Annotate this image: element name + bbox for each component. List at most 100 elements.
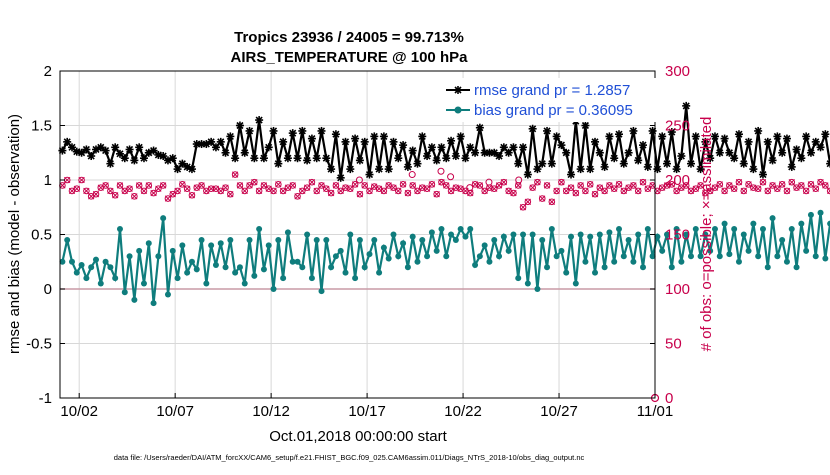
bias-point — [419, 236, 426, 243]
obs-possible-point — [447, 187, 455, 195]
bias-point — [126, 253, 133, 260]
obs-possible-point — [140, 187, 148, 195]
bias-point — [548, 226, 555, 233]
bias-point — [208, 242, 215, 249]
legend-marker-bias-dot — [454, 106, 462, 114]
rmse-point — [260, 154, 268, 162]
obs-possible-point — [409, 182, 416, 189]
bias-point — [793, 264, 800, 271]
bias-point — [635, 231, 642, 238]
rmse-point — [788, 163, 796, 171]
rmse-point — [711, 132, 719, 140]
rmse-point — [721, 135, 729, 143]
obs-possible-point — [289, 182, 297, 189]
obs-possible-point — [236, 182, 244, 189]
bias-series — [59, 209, 830, 307]
rmse-point — [178, 160, 186, 168]
obs-assimilated-point — [783, 187, 791, 195]
y-tick-label: 0.5 — [31, 227, 52, 244]
rmse-point — [351, 135, 359, 143]
obs-possible-point — [802, 187, 810, 195]
obs-possible-point — [323, 185, 330, 193]
bias-point — [817, 209, 824, 216]
bias-point — [438, 226, 445, 233]
bias-point — [659, 247, 666, 254]
rmse-point — [385, 165, 393, 173]
obs-assimilated-point — [323, 185, 330, 192]
bias-point — [294, 258, 301, 265]
bias-point — [496, 253, 503, 260]
rmse-point — [63, 138, 71, 146]
bias-point — [265, 242, 272, 249]
obs-possible-point — [740, 187, 748, 195]
obs-possible-point — [92, 190, 100, 198]
obs-possible-point — [332, 182, 340, 189]
rmse-point — [375, 165, 383, 173]
bias-point — [361, 264, 368, 271]
obs-possible-point — [663, 182, 671, 189]
obs-assimilated-point — [371, 183, 378, 190]
bias-point — [711, 226, 718, 233]
y-tick-label: -0.5 — [26, 336, 52, 353]
bias-point — [476, 253, 483, 260]
rmse-point — [241, 149, 249, 157]
bias-point — [630, 258, 637, 265]
obs-possible-point — [591, 190, 599, 198]
rmse-point — [221, 149, 230, 157]
bias-point — [678, 258, 685, 265]
obs-possible-point — [83, 187, 90, 195]
obs-possible-point — [111, 191, 119, 199]
bias-point — [769, 215, 776, 222]
rmse-point — [754, 127, 762, 135]
obs-possible-point — [682, 182, 690, 189]
obs-possible-point — [227, 190, 234, 198]
obs-assimilated-point — [750, 184, 757, 191]
bias-point — [318, 288, 325, 295]
chart-title: Tropics 23936 / 24005 = 99.713% — [234, 29, 464, 46]
rmse-point — [428, 143, 436, 151]
bias-point — [620, 253, 627, 260]
obs-assimilated-point — [433, 191, 440, 198]
legend-label-rmse: rmse grand pr = 1.2857 — [474, 82, 630, 99]
obs-assimilated-point — [356, 191, 364, 198]
y-tick-label: 2 — [44, 63, 52, 80]
obs-possible-point — [380, 187, 388, 195]
rmse-point — [346, 165, 354, 173]
obs-assimilated-point — [207, 185, 215, 192]
rmse-point — [500, 143, 508, 151]
bias-point — [284, 229, 291, 236]
rmse-point — [289, 129, 297, 137]
rmse-point — [783, 135, 791, 143]
bias-point — [380, 244, 387, 251]
bias-point — [558, 247, 565, 254]
bias-point — [227, 236, 234, 243]
obs-possible-point — [774, 185, 781, 193]
obs-possible-point — [179, 181, 186, 188]
bias-point — [443, 253, 450, 260]
bias-point — [270, 286, 277, 292]
rmse-point — [97, 143, 105, 151]
bias-point — [577, 231, 584, 238]
rmse-point — [399, 141, 407, 149]
y-tick-label: 0 — [44, 281, 52, 298]
obs-assimilated-point — [716, 181, 723, 188]
x-tick-label: 10/12 — [252, 403, 290, 420]
obs-assimilated-point — [726, 182, 733, 189]
legend-box — [440, 78, 658, 122]
bias-point — [457, 226, 464, 233]
rmse-point — [792, 145, 801, 154]
bias-point — [774, 253, 781, 260]
bias-point — [64, 236, 71, 243]
obs-possible-point — [529, 184, 536, 191]
obs-assimilated-point — [553, 187, 560, 195]
bias-point — [505, 247, 512, 254]
bias-point — [289, 258, 296, 265]
bias-point — [400, 240, 407, 247]
bias-point — [462, 233, 469, 240]
rmse-point — [106, 160, 114, 168]
rmse-point — [356, 156, 364, 164]
rmse-point — [567, 170, 575, 179]
bias-point — [404, 264, 411, 271]
x-tick-label: 11/01 — [637, 403, 673, 420]
